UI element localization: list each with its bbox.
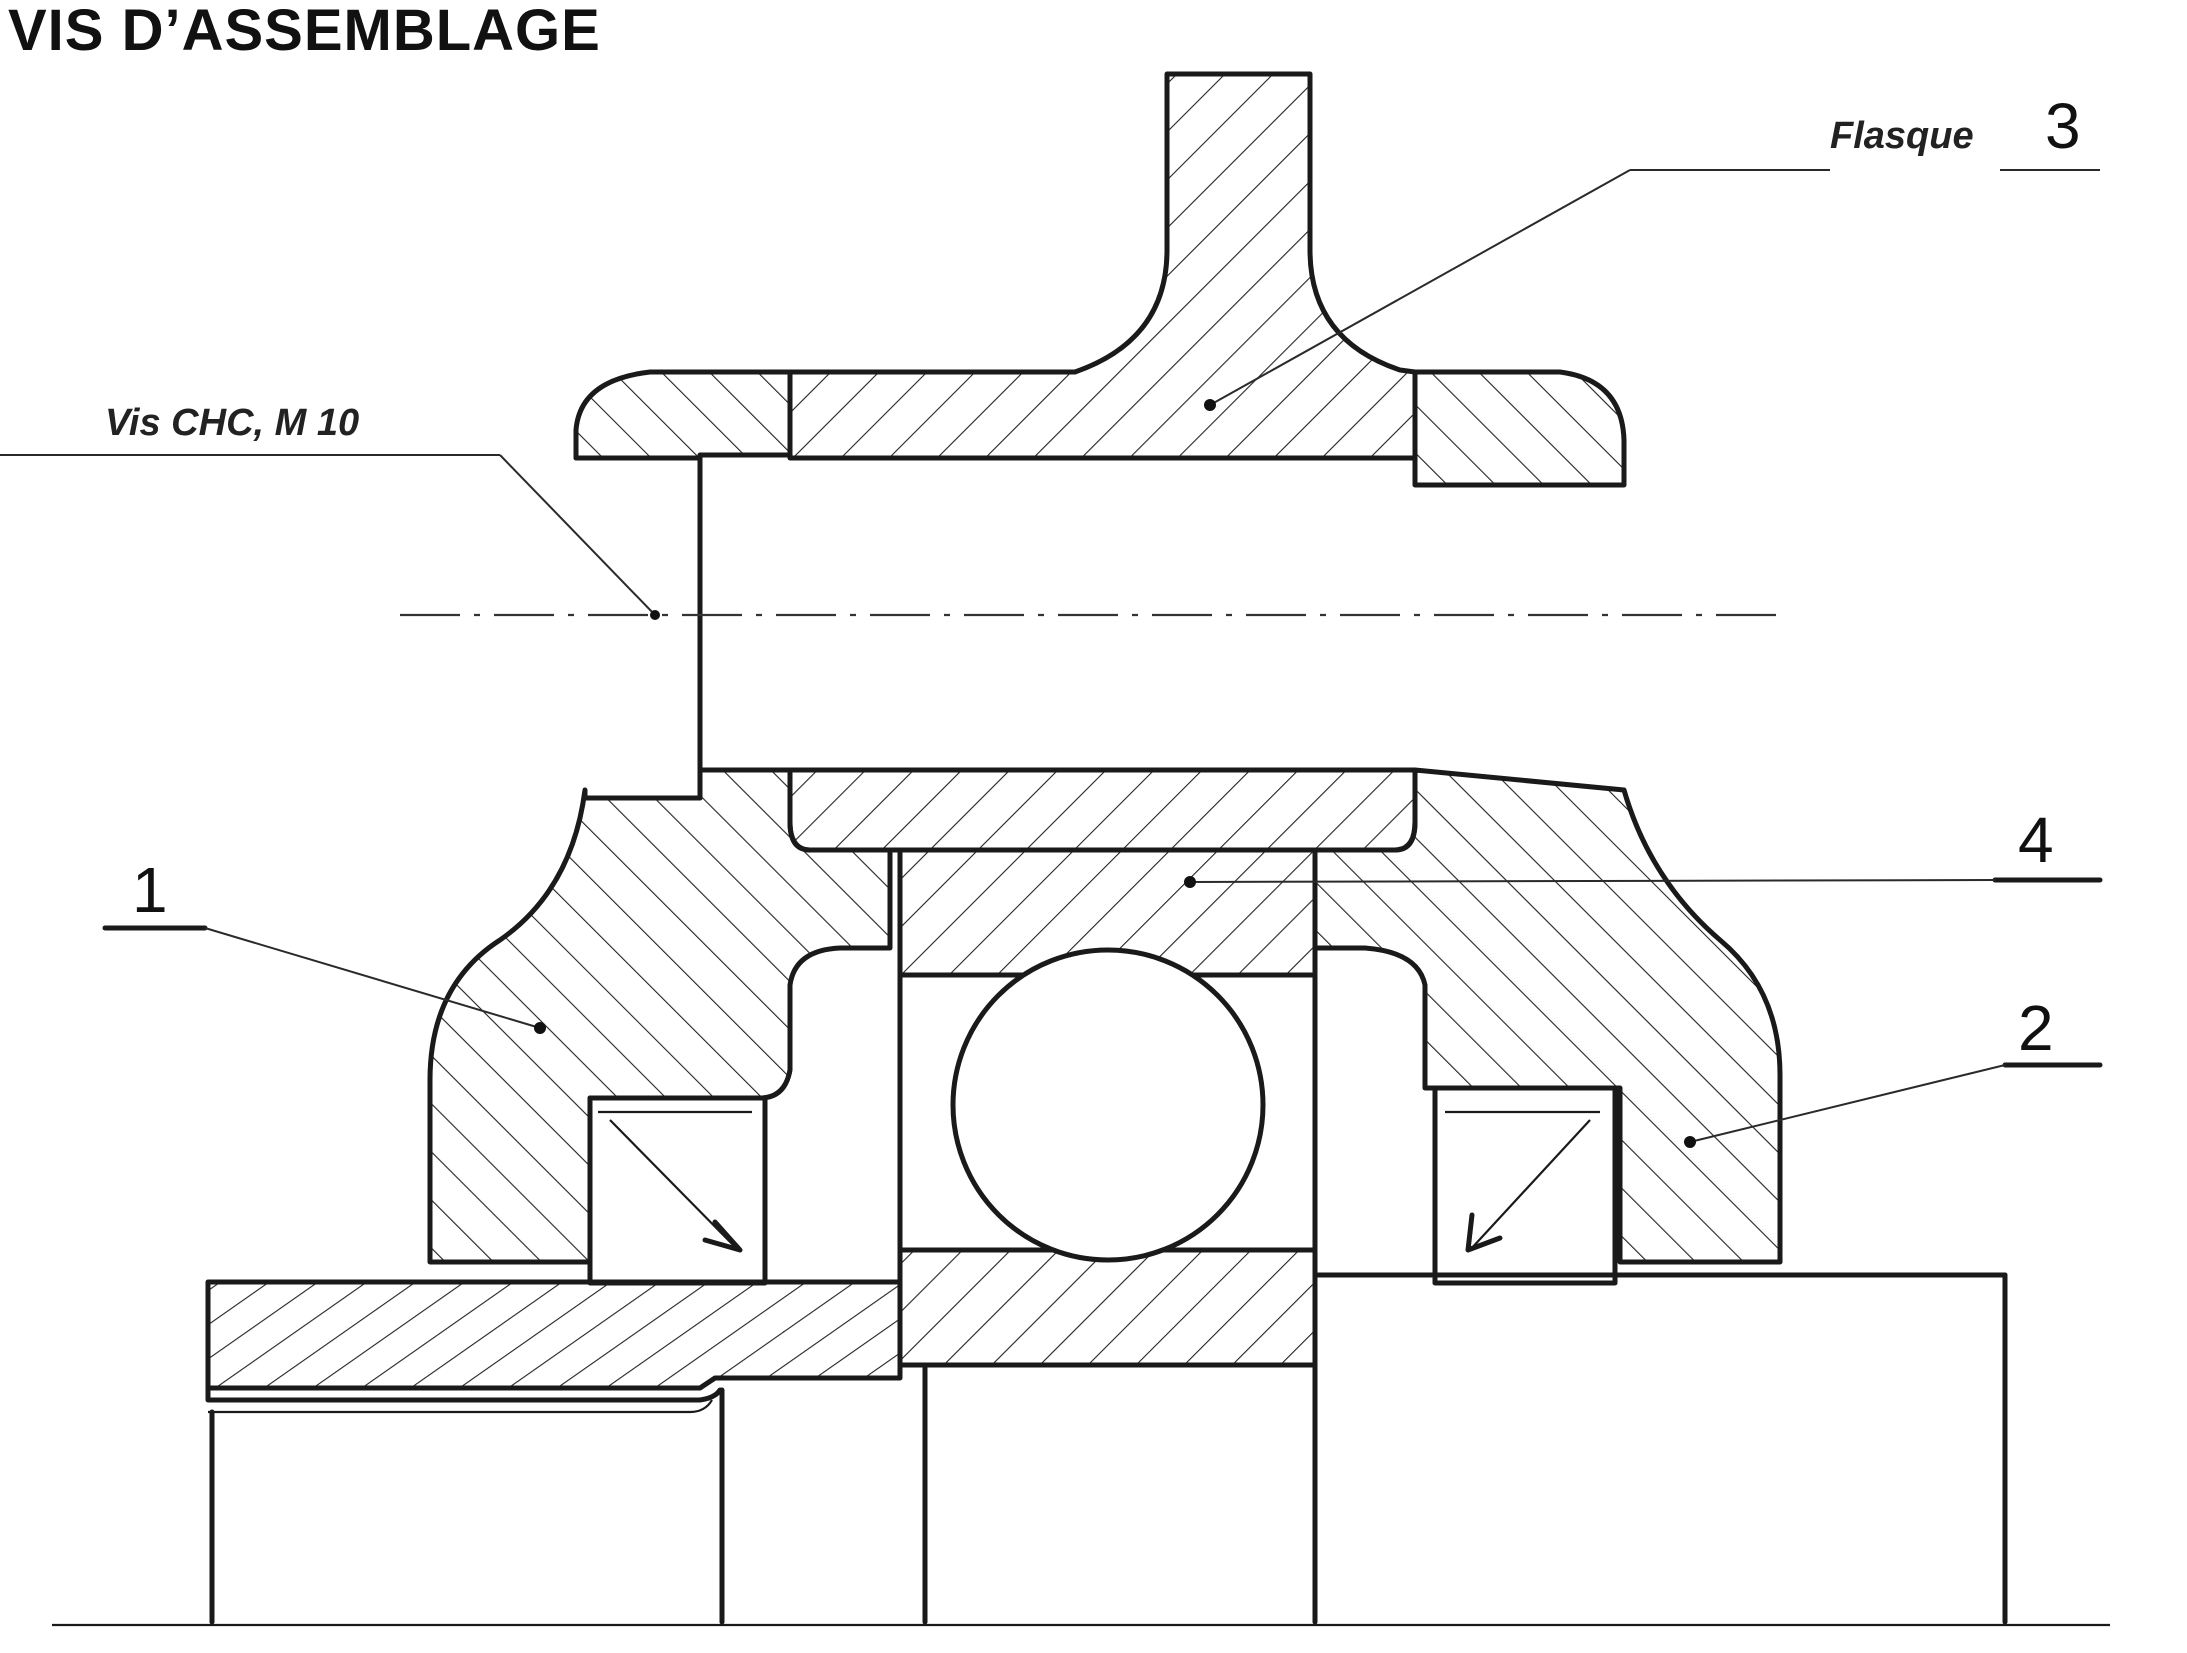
- flange-label: Flasque: [1830, 115, 1974, 157]
- part-2-number: 2: [2018, 992, 2054, 1064]
- flange-number: 3: [2045, 90, 2081, 162]
- callout-part-1: 1: [102, 854, 546, 1034]
- seal-left: [587, 1095, 768, 1286]
- flange-part-3: [573, 71, 1627, 853]
- housing-part-2: [1312, 767, 1783, 1265]
- callout-part-2: 2: [1684, 992, 2103, 1148]
- seal-right: [1432, 1085, 1618, 1286]
- part-4-number: 4: [2018, 804, 2054, 876]
- callout-flange: Flasque 3: [1204, 90, 2100, 411]
- callout-screw: Vis CHC, M 10: [0, 402, 660, 620]
- shaft-assembly: [52, 1260, 2110, 1627]
- drawing-title: VIS D’ASSEMBLAGE: [8, 0, 601, 63]
- screw-label: Vis CHC, M 10: [105, 402, 359, 444]
- bearing-part-4: [897, 847, 1318, 1368]
- callout-part-4: 4: [1184, 804, 2103, 888]
- part-1-number: 1: [132, 854, 168, 926]
